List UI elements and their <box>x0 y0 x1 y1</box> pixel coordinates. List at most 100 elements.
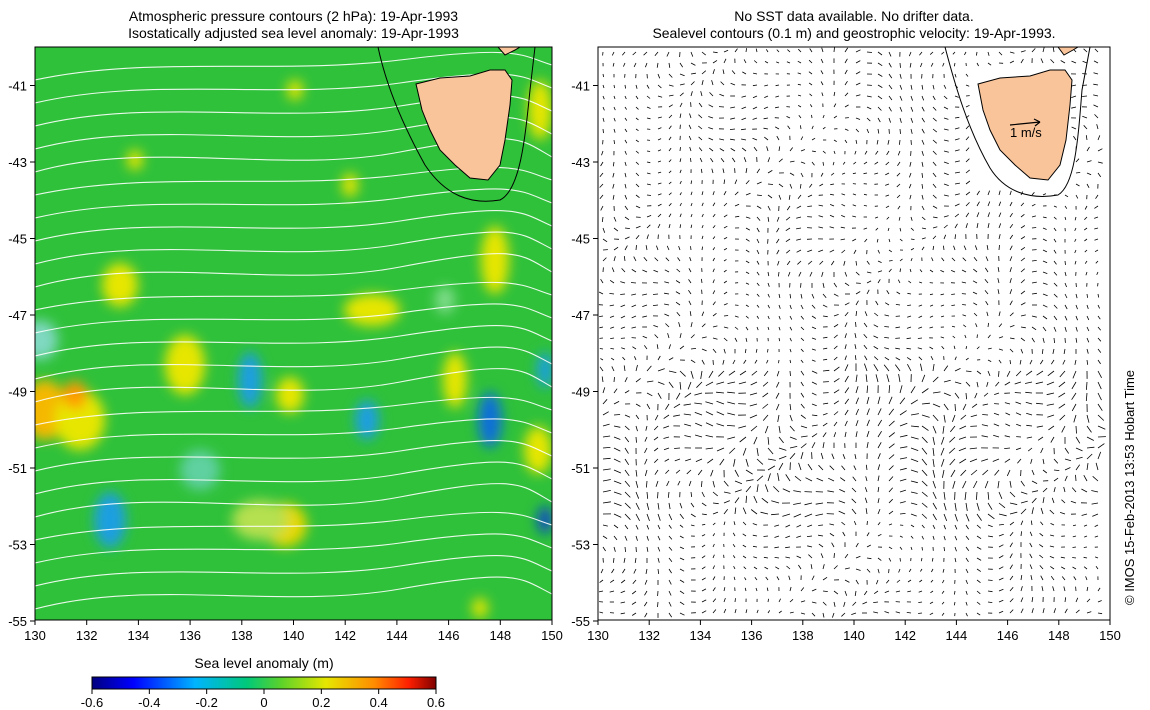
velocity-arrow <box>800 337 805 341</box>
velocity-arrow <box>877 128 880 134</box>
velocity-arrow <box>686 469 692 475</box>
velocity-arrow <box>1009 491 1016 498</box>
velocity-arrow <box>1075 425 1077 434</box>
velocity-arrow <box>723 315 729 317</box>
velocity-arrow <box>998 201 1002 207</box>
velocity-arrow <box>866 106 872 110</box>
velocity-arrow <box>921 237 926 240</box>
velocity-arrow <box>884 302 890 306</box>
velocity-arrow <box>877 508 881 515</box>
velocity-arrow <box>701 491 705 498</box>
velocity-arrow <box>739 436 747 443</box>
velocity-arrow <box>953 601 956 606</box>
velocity-arrow <box>635 364 638 372</box>
velocity-arrow <box>776 49 780 53</box>
velocity-arrow <box>622 568 626 574</box>
velocity-arrow <box>1094 556 1099 559</box>
velocity-arrow <box>954 95 959 98</box>
velocity-arrow <box>613 513 622 518</box>
velocity-arrow <box>797 60 802 64</box>
velocity-arrow <box>653 436 659 441</box>
velocity-arrow <box>954 524 958 530</box>
velocity-arrow <box>708 116 714 119</box>
velocity-arrow <box>1097 381 1102 390</box>
velocity-arrow <box>888 106 892 112</box>
velocity-arrow <box>690 72 696 75</box>
velocity-arrow <box>723 49 729 53</box>
velocity-arrow <box>855 60 861 64</box>
velocity-arrow <box>877 396 881 405</box>
velocity-arrow <box>998 555 1004 559</box>
velocity-arrow <box>749 392 758 396</box>
velocity-arrow <box>684 392 692 398</box>
velocity-arrow <box>987 359 992 362</box>
anomaly-blob <box>276 377 304 413</box>
velocity-arrow <box>690 213 693 218</box>
velocity-arrow <box>695 458 703 462</box>
velocity-arrow <box>844 364 849 372</box>
velocity-arrow <box>665 323 670 328</box>
velocity-arrow <box>998 566 1004 570</box>
velocity-arrow <box>635 117 639 121</box>
velocity-arrow <box>635 95 639 100</box>
velocity-arrow <box>653 269 659 273</box>
velocity-arrow <box>756 293 760 297</box>
velocity-arrow <box>601 376 604 383</box>
velocity-arrow <box>1029 359 1033 365</box>
velocity-arrow <box>1083 227 1088 231</box>
velocity-arrow <box>909 62 912 68</box>
velocity-arrow <box>888 476 894 482</box>
velocity-arrow <box>811 137 816 141</box>
velocity-arrow <box>899 501 906 504</box>
velocity-arrow <box>778 183 784 188</box>
velocity-arrow <box>866 128 870 134</box>
pressure-contour-line <box>35 396 552 426</box>
velocity-arrow <box>1075 474 1077 482</box>
velocity-arrow <box>822 402 829 405</box>
velocity-arrow <box>723 521 726 526</box>
velocity-arrow <box>1097 172 1102 178</box>
velocity-arrow <box>668 557 673 562</box>
velocity-arrow <box>833 282 838 288</box>
velocity-arrow <box>741 128 747 131</box>
velocity-arrow <box>700 370 703 379</box>
velocity-arrow <box>976 223 979 229</box>
velocity-arrow <box>734 191 739 196</box>
velocity-arrow <box>888 454 895 460</box>
velocity-arrow <box>804 502 813 506</box>
velocity-arrow <box>1053 249 1057 254</box>
velocity-arrow <box>943 245 945 251</box>
velocity-arrow <box>921 205 925 211</box>
velocity-arrow <box>985 256 989 262</box>
velocity-arrow <box>635 172 640 177</box>
velocity-arrow <box>1046 381 1055 386</box>
velocity-arrow <box>1094 249 1099 253</box>
velocity-arrow <box>844 355 847 361</box>
velocity-arrow <box>690 51 694 57</box>
velocity-arrow <box>723 214 728 218</box>
velocity-arrow <box>720 157 725 163</box>
velocity-arrow <box>929 304 934 307</box>
velocity-arrow <box>675 301 681 306</box>
velocity-arrow <box>1039 544 1044 548</box>
velocity-arrow <box>1020 508 1027 515</box>
velocity-arrow <box>786 565 791 570</box>
velocity-arrow <box>798 271 802 277</box>
velocity-arrow <box>1042 282 1048 285</box>
velocity-arrow <box>1095 194 1099 199</box>
velocity-arrow <box>644 590 648 596</box>
velocity-arrow <box>700 91 703 97</box>
velocity-arrow <box>832 161 835 166</box>
velocity-arrow <box>1083 556 1088 559</box>
velocity-arrow <box>611 568 615 574</box>
x-tick-label: 144 <box>386 628 408 643</box>
velocity-arrow <box>679 579 685 583</box>
velocity-arrow <box>684 423 692 427</box>
velocity-arrow <box>1086 348 1089 354</box>
velocity-arrow <box>888 238 891 243</box>
velocity-arrow <box>976 190 980 196</box>
velocity-arrow <box>745 168 748 174</box>
velocity-arrow <box>822 282 825 288</box>
velocity-arrow <box>998 336 1004 339</box>
velocity-arrow <box>755 587 758 592</box>
